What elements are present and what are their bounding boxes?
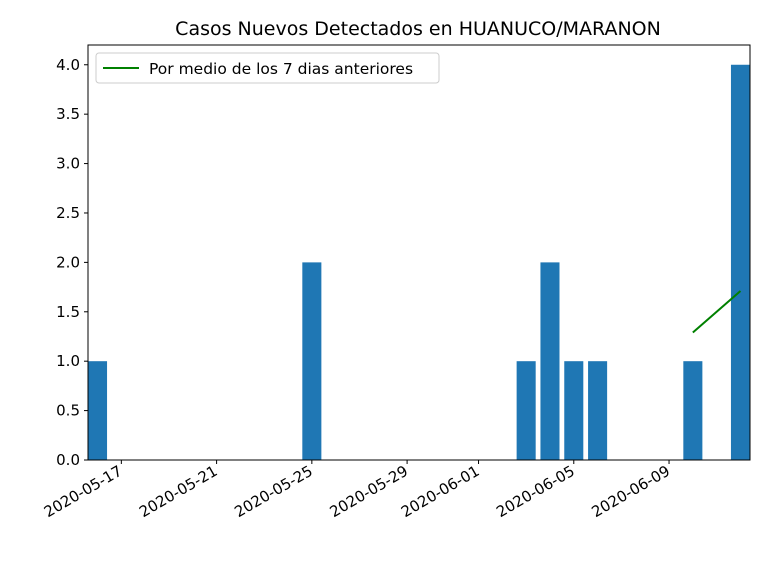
- y-tick-label: 1.0: [56, 352, 80, 370]
- bar: [588, 361, 608, 460]
- y-tick-label: 3.5: [56, 105, 80, 123]
- x-tick-label: 2020-06-01: [398, 462, 483, 521]
- y-tick-label: 0.0: [56, 451, 80, 469]
- chart-title: Casos Nuevos Detectados en HUANUCO/MARAN…: [175, 18, 661, 40]
- bars-layer: [88, 64, 750, 460]
- x-tick-label: 2020-05-25: [231, 462, 316, 521]
- legend-box: [95, 52, 440, 84]
- y-tick-label: 0.5: [56, 402, 80, 420]
- line-layer: [692, 290, 742, 334]
- bar: [564, 361, 584, 460]
- x-tick-label: 2020-05-21: [136, 462, 221, 521]
- y-tick-label: 2.5: [56, 204, 80, 222]
- y-tick-label: 3.0: [56, 155, 80, 173]
- bar: [730, 64, 750, 460]
- y-tick-label: 4.0: [56, 56, 80, 74]
- legend: Por medio de los 7 dias anteriores: [95, 52, 440, 84]
- x-tick-label: 2020-05-17: [41, 462, 126, 521]
- x-axis: 2020-05-17 2020-05-21 2020-05-25 2020-05-29…: [41, 460, 673, 521]
- series-line: [692, 290, 742, 334]
- bar: [683, 361, 703, 460]
- plot-frame: [87, 44, 751, 461]
- x-tick-label: 2020-05-29: [327, 462, 412, 521]
- legend-label: Por medio de los 7 dias anteriores: [149, 60, 413, 78]
- x-tick-label: 2020-06-09: [589, 462, 674, 521]
- y-tick-label: 2.0: [56, 253, 80, 271]
- y-tick-label: 1.5: [56, 303, 80, 321]
- y-axis: 0.0 0.5 1.0 1.5 2.0 2.5 3.0 3.5 4.0: [56, 56, 88, 469]
- bar: [516, 361, 536, 460]
- bar: [88, 361, 108, 460]
- x-tick-label: 2020-06-05: [493, 462, 578, 521]
- bar: [302, 262, 322, 460]
- bar: [540, 262, 560, 460]
